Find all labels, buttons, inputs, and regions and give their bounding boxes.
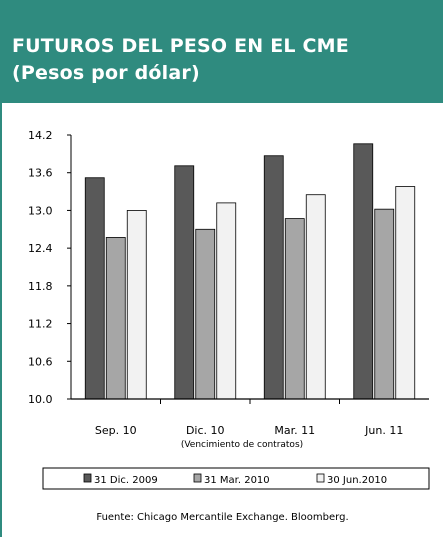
bar — [105, 237, 126, 400]
y-tick-label: 10.6 — [28, 355, 53, 368]
bar — [126, 210, 147, 400]
chart-subtitle: (Pesos por dólar) — [12, 62, 200, 84]
y-tick-label: 12.4 — [28, 242, 53, 255]
legend-label: 31 Mar. 2010 — [204, 475, 270, 486]
legend-box — [42, 467, 430, 490]
chart-title: FUTUROS DEL PESO EN EL CME — [12, 35, 349, 57]
bar — [284, 218, 305, 400]
x-axis-title: (Vencimiento de contratos) — [181, 440, 303, 450]
y-tick-label: 11.2 — [28, 318, 53, 331]
legend-swatch — [193, 473, 202, 483]
bar-chart: 10.0 10.6 11.2 11.8 12.4 13.0 13.6 14.2 Sep. 10 D… — [28, 129, 430, 490]
bar — [195, 228, 216, 400]
y-tick-label: 10.0 — [28, 393, 53, 406]
chart-header: FUTUROS DEL PESO EN EL CME (Pesos por dó… — [2, 0, 443, 103]
legend-swatch — [316, 473, 325, 483]
x-tick-label: Sep. 10 — [95, 424, 137, 437]
bar — [395, 186, 416, 400]
x-tick-label: Jun. 11 — [364, 424, 403, 437]
bar — [263, 155, 284, 400]
x-tick-label: Dic. 10 — [186, 424, 225, 437]
legend-label: 31 Dic. 2009 — [94, 475, 158, 486]
bar — [84, 177, 105, 400]
source-note: Fuente: Chicago Mercantile Exchange. Blo… — [96, 512, 349, 523]
bar — [305, 194, 326, 400]
bar — [174, 165, 195, 400]
y-tick-label: 14.2 — [28, 129, 53, 142]
legend-label: 30 Jun.2010 — [327, 475, 387, 486]
legend-swatch — [83, 473, 92, 483]
bar — [353, 143, 374, 400]
y-tick-label: 13.0 — [28, 204, 53, 217]
bar — [374, 208, 395, 400]
x-tick-label: Mar. 11 — [274, 424, 315, 437]
y-tick-label: 13.6 — [28, 167, 53, 180]
bar — [216, 202, 237, 400]
y-tick-label: 11.8 — [28, 280, 53, 293]
